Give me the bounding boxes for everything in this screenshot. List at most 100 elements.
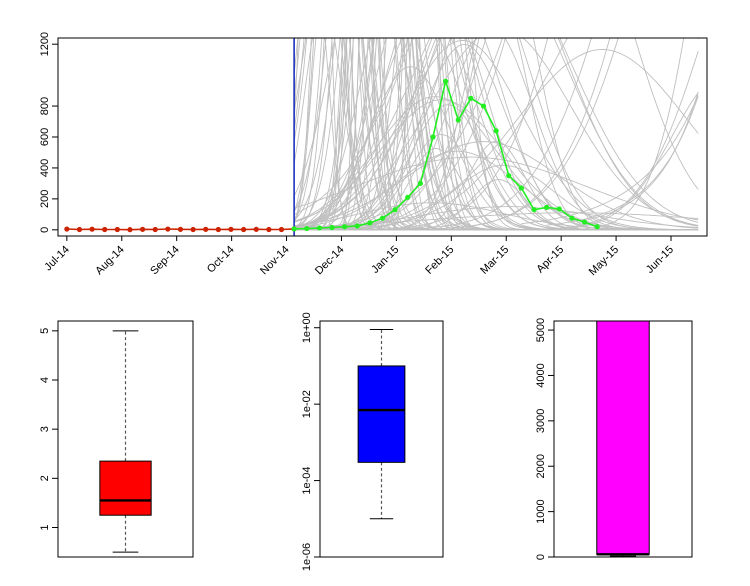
data-point [468, 95, 474, 101]
simulation-curve [294, 38, 503, 230]
x-tick-label: Jun-15 [644, 244, 676, 276]
simulation-curve [294, 202, 699, 231]
data-point [569, 215, 575, 221]
simulation-curve [584, 91, 699, 221]
data-point [342, 224, 348, 230]
data-point [506, 173, 512, 179]
data-point [480, 103, 487, 109]
data-point [64, 226, 70, 232]
y-tick-label: 3000 [535, 409, 547, 433]
x-tick-label: Feb-15 [423, 244, 456, 277]
simulation-curve [294, 38, 549, 231]
y-tick-label: 1e+00 [301, 312, 313, 343]
data-point [152, 226, 158, 233]
y-tick-label: 200 [39, 190, 51, 208]
simulation-curve [294, 38, 699, 231]
y-tick-label: 400 [39, 159, 51, 177]
box [99, 460, 152, 516]
x-tick-label: Jul-14 [42, 244, 72, 274]
data-point [253, 226, 259, 232]
x-tick-label: Oct-14 [205, 244, 237, 276]
simulation-curve [294, 141, 699, 229]
data-point [114, 226, 120, 233]
data-point [76, 226, 83, 233]
data-point [291, 226, 297, 232]
data-point [392, 207, 398, 213]
y-tick-label: 0 [535, 554, 547, 560]
data-point [89, 226, 95, 232]
x-tick-label: Apr-15 [534, 244, 566, 276]
main-chart: 0 200 400 600 800 1200 Jul-14 Aug-14 Sep-14 Oct-1… [39, 32, 708, 278]
box-plot-r0: 1 2 3 4 5 [39, 320, 194, 558]
data-point [556, 206, 562, 212]
x-tick-label: Dec-14 [313, 244, 347, 278]
plot-frame [57, 320, 194, 558]
simulation-curve [294, 38, 506, 231]
data-point [405, 194, 411, 200]
x-tick-label: Mar-15 [478, 244, 511, 277]
x-tick-label: Sep-14 [148, 244, 182, 278]
y-tick-label: 1000 [535, 499, 547, 523]
data-point [266, 226, 272, 233]
data-point [190, 226, 196, 233]
y-tick-label: 4000 [535, 363, 547, 387]
data-point [316, 225, 322, 231]
y-tick-label: 600 [39, 128, 51, 146]
box [596, 320, 650, 555]
box [357, 365, 406, 463]
x-tick-label: Nov-14 [258, 244, 292, 278]
data-point [329, 224, 335, 231]
x-tick-label: Jan-15 [369, 244, 401, 276]
simulation-curve [293, 38, 699, 231]
data-point [102, 226, 108, 233]
plot-frame [319, 320, 444, 558]
y-tick-label: 800 [39, 97, 51, 115]
y-tick-label: 1200 [39, 32, 51, 56]
data-point [228, 226, 234, 232]
y-tick-label: 2 [39, 475, 51, 481]
box-plot-pc: 1e-06 1e-04 1e-02 1e+00 [301, 312, 444, 571]
data-point [594, 224, 600, 230]
data-point [531, 207, 537, 213]
data-point [177, 226, 184, 232]
x-tick-label: May-15 [587, 244, 621, 278]
data-point [544, 204, 550, 210]
data-point [455, 117, 461, 123]
data-point [379, 215, 386, 221]
data-point [493, 128, 499, 134]
y-tick-label: 5000 [535, 318, 547, 342]
data-point [430, 134, 436, 140]
data-point [354, 223, 360, 229]
y-tick-label: 1e-02 [301, 390, 313, 418]
data-point [443, 78, 449, 84]
data-point [581, 219, 588, 225]
simulation-curve [293, 38, 699, 223]
y-tick-label: 2000 [535, 454, 547, 478]
series-1 [291, 78, 600, 232]
x-tick-label: Aug-14 [93, 244, 127, 278]
y-tick-label: 1 [39, 524, 51, 530]
y-tick-label: 0 [39, 227, 51, 233]
data-point [127, 227, 133, 233]
y-tick-label: 1e-04 [301, 467, 313, 495]
data-point [304, 225, 310, 232]
data-point [518, 185, 524, 191]
data-point [367, 220, 373, 226]
simulation-curve [293, 156, 699, 221]
data-point [139, 226, 146, 232]
plot-frame [553, 320, 693, 558]
y-tick-label: 1e-06 [301, 543, 313, 571]
data-point [165, 226, 171, 232]
y-tick-label: 3 [39, 426, 51, 432]
simulation-curves [293, 38, 699, 231]
data-point [203, 226, 209, 232]
box-plot-peak: 0 1000 2000 3000 4000 5000 [535, 318, 693, 560]
simulation-curve [521, 95, 699, 225]
series-0 [64, 226, 297, 233]
data-point [241, 226, 247, 233]
y-tick-label: 4 [39, 377, 51, 383]
data-point [417, 180, 423, 187]
data-point [278, 226, 285, 233]
y-tick-label: 5 [39, 328, 51, 334]
